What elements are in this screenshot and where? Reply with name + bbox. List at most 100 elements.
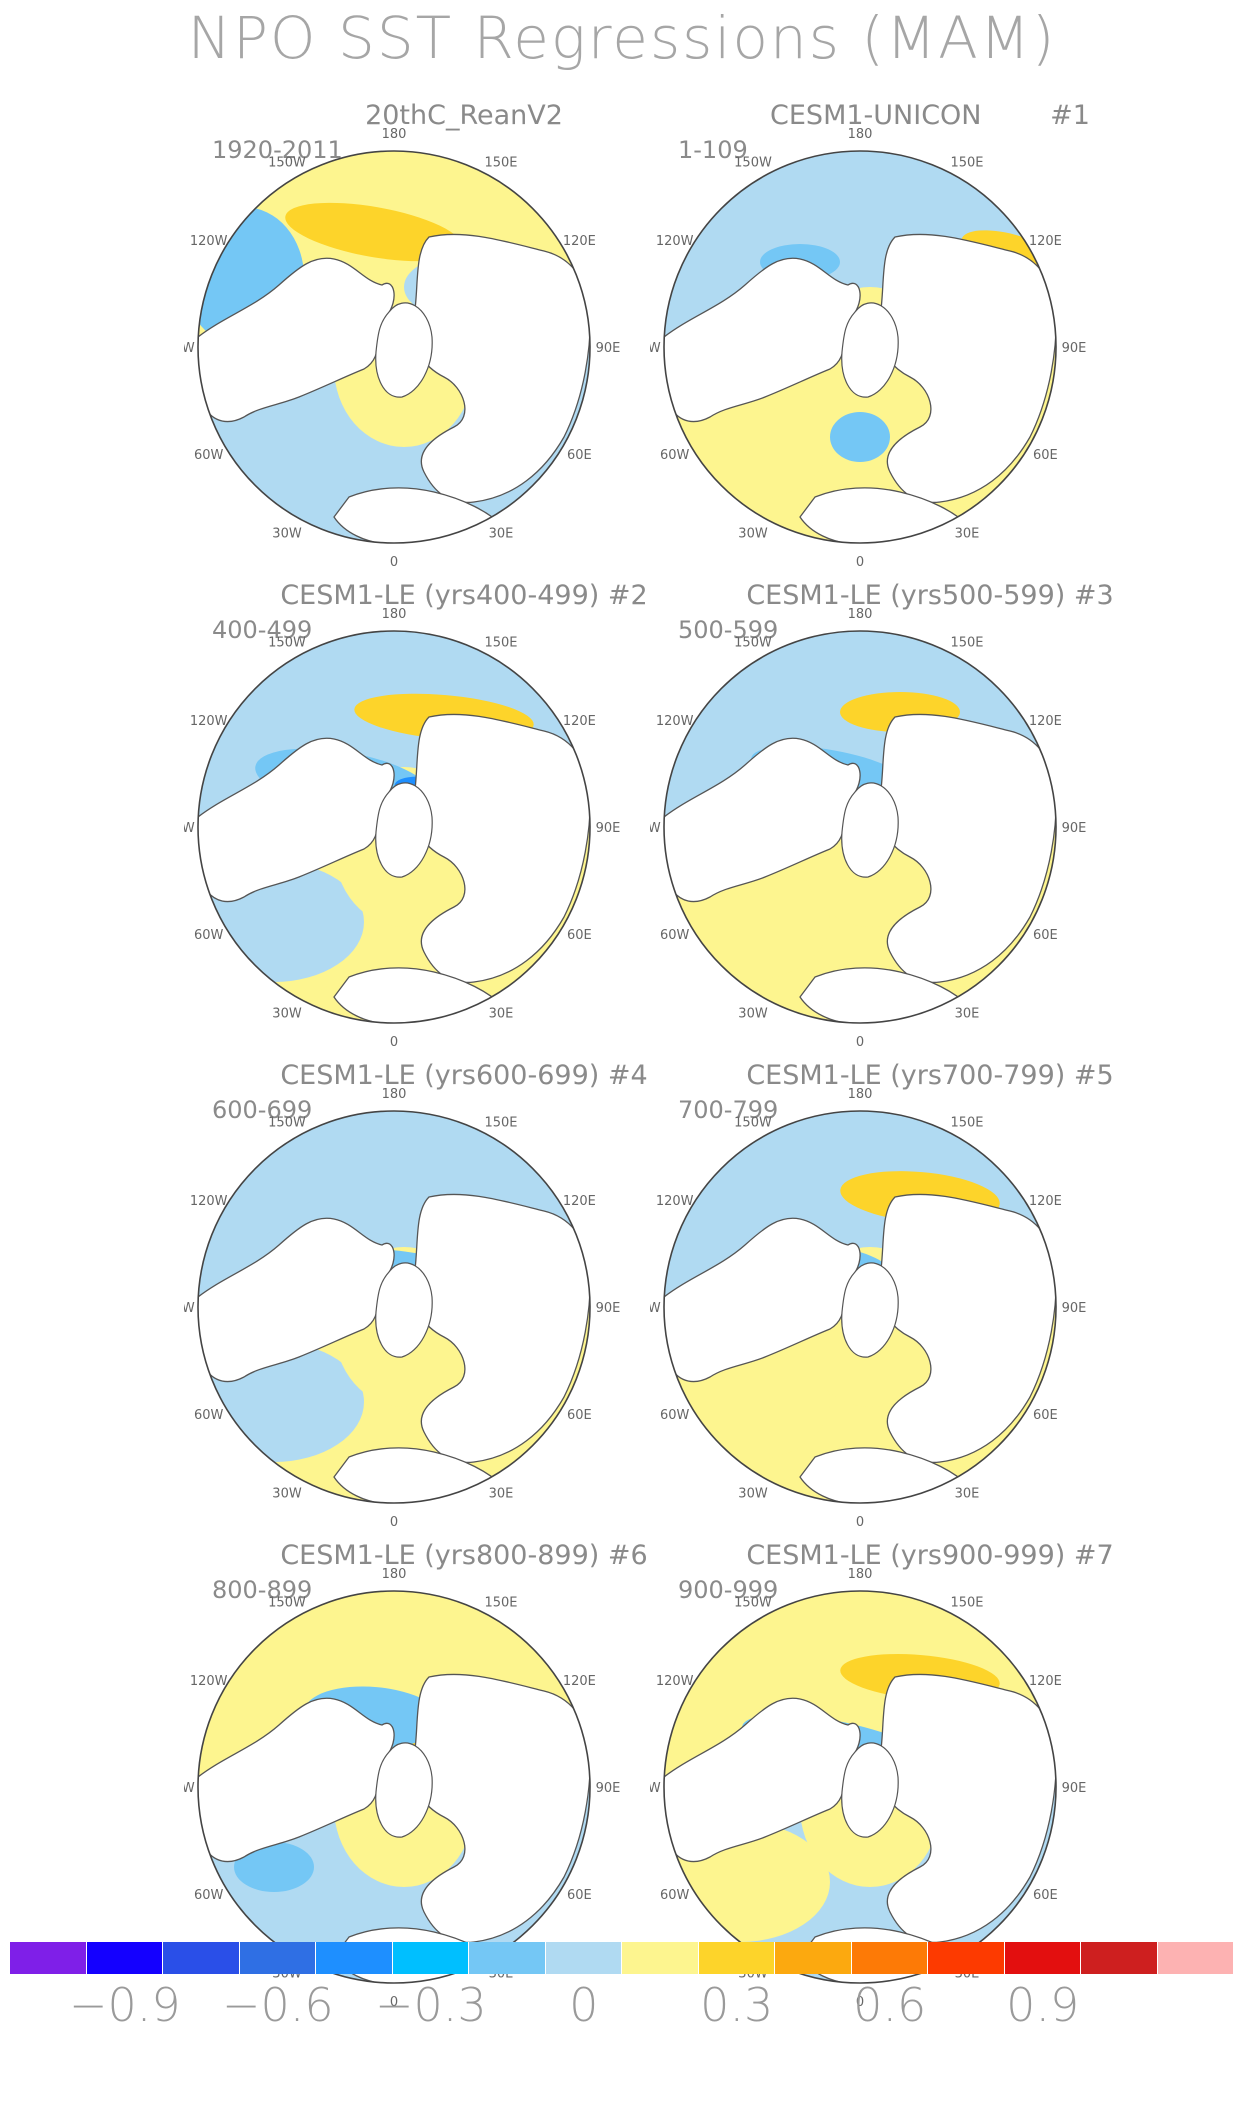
panel-period: 1920-2011 (212, 136, 343, 164)
panel-period: 400-499 (212, 616, 313, 644)
colorbar-tick-label: 0.6 (853, 1978, 927, 2032)
colorbar-tick-label: −0.3 (374, 1978, 487, 2032)
longitude-label: 60W (194, 928, 224, 943)
colorbar-swatch (86, 1942, 163, 1974)
panel-title: CESM1-LE (yrs800-899) #6 (280, 1540, 648, 1571)
longitude-label: 0 (856, 1995, 864, 2010)
map-boundary (663, 1590, 1057, 1984)
longitude-label: 120W (656, 714, 694, 729)
longitude-label: 60E (1033, 1408, 1058, 1423)
longitude-label: 150E (950, 1596, 983, 1611)
map-boundary (663, 150, 1057, 544)
sst-field (664, 1591, 1056, 1983)
longitude-label: 30E (955, 526, 980, 541)
longitude-label: 120E (563, 234, 596, 249)
longitude-label: 180 (848, 607, 873, 622)
longitude-label: 0 (856, 555, 864, 570)
longitude-label: 180 (382, 607, 407, 622)
longitude-label: 150W (734, 156, 772, 171)
longitude-label: 60W (660, 928, 690, 943)
longitude-label: 90E (1062, 821, 1087, 836)
colorbar-swatch (1157, 1942, 1234, 1974)
longitude-label: 60E (567, 448, 592, 463)
colorbar-swatch (1004, 1942, 1081, 1974)
longitude-label: 150E (484, 1116, 517, 1131)
panel-title: 20thC_ReanV2 (365, 100, 563, 131)
sst-field (198, 631, 590, 1023)
polar-map: 180150E120E90E60E30E030W60W90W120W150W (650, 1087, 1086, 1530)
longitude-label: 120W (190, 714, 228, 729)
panel-title: CESM1-LE (yrs700-799) #5 (746, 1060, 1114, 1091)
longitude-label: 90W (650, 821, 661, 836)
land-mask (198, 1193, 590, 1503)
longitude-label: 150W (268, 1596, 306, 1611)
longitude-label: 180 (848, 1567, 873, 1582)
longitude-label: 150E (484, 636, 517, 651)
page-title: NPO SST Regressions (MAM) (187, 4, 1057, 72)
longitude-label: 90W (650, 341, 661, 356)
longitude-label: 90E (1062, 1781, 1087, 1796)
longitude-label: 120E (1029, 714, 1062, 729)
longitude-label: 150W (734, 636, 772, 651)
longitude-label: 30W (738, 1486, 768, 1501)
longitude-label: 30E (489, 1486, 514, 1501)
land-mask (664, 233, 1056, 543)
sst-field (198, 1111, 590, 1503)
colorbar-swatch (316, 1942, 393, 1974)
panel-period: 800-899 (212, 1576, 313, 1604)
map-boundary (663, 630, 1057, 1024)
panel-period: 500-599 (678, 616, 779, 644)
longitude-label: 120W (656, 234, 694, 249)
longitude-label: 120W (190, 234, 228, 249)
polar-map: 180150E120E90E60E30E030W60W90W120W150W (650, 1567, 1087, 2010)
longitude-label: 90E (596, 341, 621, 356)
panel-period: 1-109 (678, 136, 748, 164)
longitude-label: 90E (596, 821, 621, 836)
colorbar-tick-label: 0.3 (700, 1978, 774, 2032)
longitude-label: 60E (1033, 448, 1058, 463)
map-boundary (197, 630, 591, 1024)
longitude-label: 0 (390, 555, 398, 570)
longitude-label: 90W (184, 1301, 195, 1316)
panel-period: 900-999 (678, 1576, 779, 1604)
longitude-label: 90W (184, 341, 195, 356)
colorbar-tick-label: −0.9 (68, 1978, 181, 2032)
land-mask (664, 1193, 1056, 1503)
longitude-label: 120E (1029, 1674, 1062, 1689)
land-mask (198, 233, 590, 543)
map-panel-4: CESM1-LE (yrs500-599) #3 500-599 180 150E… (650, 580, 1210, 1050)
longitude-label: 60W (660, 448, 690, 463)
colorbar-tick-label: 0 (569, 1978, 599, 2032)
longitude-label: 180 (848, 1087, 873, 1102)
longitude-label: 150W (268, 1116, 306, 1131)
longitude-label: 60E (1033, 928, 1058, 943)
longitude-label: 60E (567, 1888, 592, 1903)
longitude-label: 0 (390, 1515, 398, 1530)
polar-map: 180150E120E90E60E30E030W60W90W120W150W (650, 607, 1087, 1050)
longitude-label: 150W (268, 156, 306, 171)
longitude-label: 60W (194, 1408, 224, 1423)
colorbar-swatch (622, 1942, 699, 1974)
longitude-label: 60E (567, 1408, 592, 1423)
longitude-label: 120W (190, 1674, 228, 1689)
colorbar-swatch (928, 1942, 1005, 1974)
longitude-label: 90W (184, 821, 195, 836)
longitude-label: 90E (596, 1301, 621, 1316)
longitude-label: 150W (268, 636, 306, 651)
land-mask (198, 713, 590, 1023)
longitude-label: 120W (656, 1674, 694, 1689)
longitude-label: 30W (272, 526, 302, 541)
polar-map: 180150E120E90E60E30E030W60W90W120W150W (184, 127, 621, 570)
panel-period: 700-799 (678, 1096, 779, 1124)
panel-title: CESM1-UNICON #1 (770, 100, 1090, 131)
longitude-label: 30E (955, 1486, 980, 1501)
longitude-label: 150E (484, 1596, 517, 1611)
colorbar-swatch (239, 1942, 316, 1974)
longitude-label: 120E (563, 1194, 596, 1209)
longitude-label: 180 (382, 1567, 407, 1582)
map-boundary (197, 1110, 591, 1504)
map-panel-8: CESM1-LE (yrs900-999) #7 900-999 180 150E… (650, 1540, 1210, 2010)
longitude-label: 120E (1029, 234, 1062, 249)
longitude-label: 30E (489, 526, 514, 541)
panel-title: CESM1-LE (yrs500-599) #3 (746, 580, 1114, 611)
